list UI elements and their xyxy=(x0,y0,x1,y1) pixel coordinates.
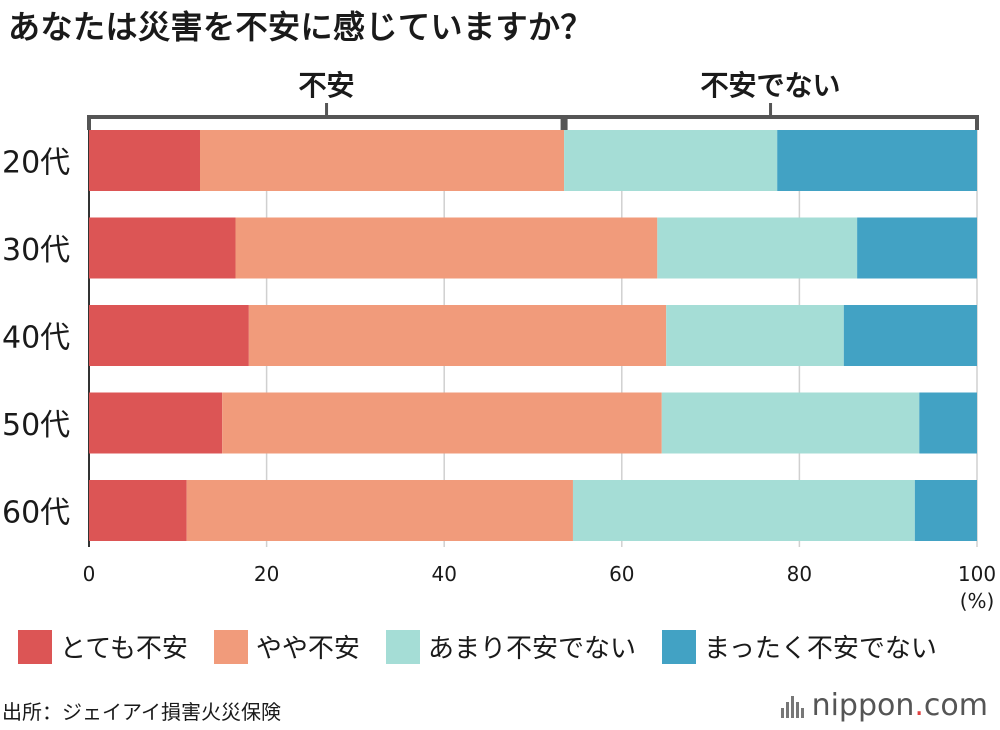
legend-swatch xyxy=(213,629,248,664)
category-label: 40代 xyxy=(2,321,70,356)
bar-segment xyxy=(89,392,223,454)
legend-item: あまり不安でない xyxy=(385,628,636,665)
bar-segment xyxy=(222,392,662,454)
x-tick-label: 80 xyxy=(787,562,812,586)
bar-segment xyxy=(919,392,977,454)
chart-title: あなたは災害を不安に感じていますか？ xyxy=(8,8,594,46)
bracket-label-anxious: 不安 xyxy=(299,69,355,102)
bar-segment xyxy=(661,392,920,454)
bar-segment xyxy=(89,305,249,366)
bar-segment xyxy=(248,305,667,366)
x-tick-label: 100 xyxy=(958,562,996,586)
category-label: 20代 xyxy=(2,146,70,181)
category-label: 30代 xyxy=(2,233,70,268)
logo-main: nippon xyxy=(811,688,915,723)
x-tick-label: 40 xyxy=(431,562,456,586)
bracket-label-not-anxious: 不安でない xyxy=(701,69,841,102)
bar-segment xyxy=(235,217,658,279)
legend-label: やや不安 xyxy=(255,634,360,664)
bar-segment xyxy=(564,130,778,191)
bar-segment xyxy=(186,480,573,541)
bar-segment xyxy=(572,480,915,541)
legend-item: やや不安 xyxy=(213,628,360,665)
bars xyxy=(89,130,977,541)
legend-label: とても不安 xyxy=(60,634,188,664)
nippon-logo: nippon. com xyxy=(780,688,988,723)
bar-segment xyxy=(657,217,858,279)
bar-segment xyxy=(200,130,565,191)
logo-bars-icon xyxy=(780,694,804,718)
bar-segment xyxy=(89,130,200,191)
legend-swatch xyxy=(661,629,696,664)
category-label: 50代 xyxy=(2,408,70,443)
bracket: 不安 不安でない xyxy=(87,69,979,130)
bar-segment xyxy=(777,130,977,191)
axis-labels: 0 20 40 60 80 100 (%) 20代 30代 40代 50代 60代 xyxy=(2,146,996,614)
bar-segment xyxy=(914,480,977,541)
legend-swatch xyxy=(385,629,420,664)
legend-swatch xyxy=(18,629,52,664)
x-tick-label: 60 xyxy=(609,562,634,586)
legend: とても不安 やや不安 あまり不安でない まったく不安でない xyxy=(18,628,963,665)
category-label: 60代 xyxy=(2,496,70,531)
bar-segment xyxy=(843,305,977,366)
bar-segment xyxy=(89,480,187,541)
x-unit-label: (%) xyxy=(960,589,995,613)
legend-item: まったく不安でない xyxy=(661,628,937,665)
x-tick-label: 20 xyxy=(254,562,279,586)
x-tick-label: 0 xyxy=(83,562,96,586)
logo-suffix: com xyxy=(923,688,988,723)
bar-segment xyxy=(857,217,977,279)
bar-segment xyxy=(666,305,844,366)
legend-label: まったく不安でない xyxy=(703,634,937,664)
bar-segment xyxy=(89,217,236,279)
legend-item: とても不安 xyxy=(18,628,188,665)
source-note: 出所：ジェイアイ損害火災保険 xyxy=(2,700,281,724)
legend-label: あまり不安でない xyxy=(427,634,636,664)
logo-dot: . xyxy=(914,688,924,723)
